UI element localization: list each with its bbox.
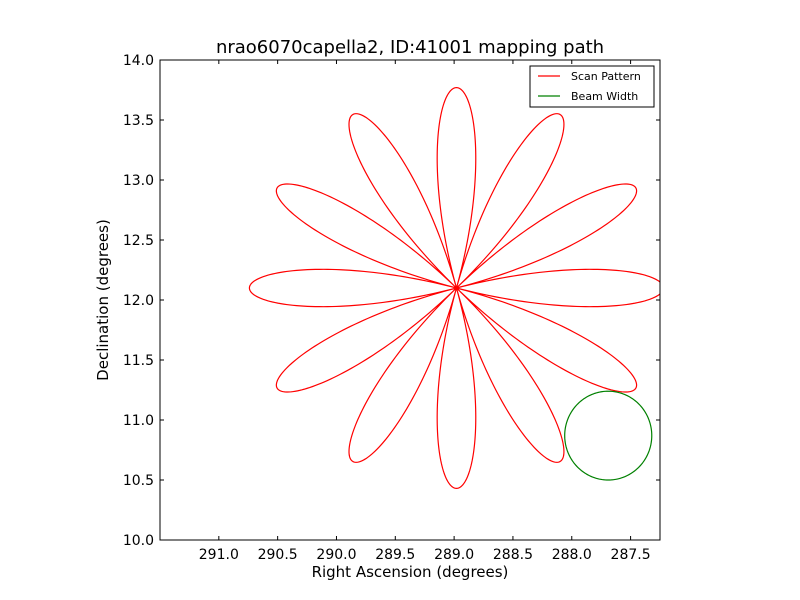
x-tick-label: 287.5 xyxy=(611,547,651,563)
y-axis-ticks: 10.0 10.5 11.0 11.5 12.0 12.5 13.0 13.5 14.0 xyxy=(123,53,660,549)
y-tick-label: 10.0 xyxy=(123,533,154,549)
x-tick-label: 290.5 xyxy=(258,547,298,563)
legend-box xyxy=(529,65,655,108)
y-tick-label: 11.5 xyxy=(123,353,154,369)
y-tick-label: 12.0 xyxy=(123,293,154,309)
chart-title: nrao6070capella2, ID:41001 mapping path xyxy=(216,37,604,58)
y-tick-label: 13.0 xyxy=(123,173,154,189)
x-tick-label: 289.0 xyxy=(434,547,474,563)
legend-label-scan-pattern: Scan Pattern xyxy=(571,70,641,83)
x-axis-ticks: 291.0 290.5 290.0 289.5 289.0 288.5 288.0 287.5 xyxy=(199,60,651,563)
legend-label-beam-width: Beam Width xyxy=(571,90,638,103)
y-tick-label: 14.0 xyxy=(123,53,154,69)
x-tick-label: 290.0 xyxy=(316,547,356,563)
x-tick-label: 291.0 xyxy=(199,547,239,563)
y-tick-label: 13.5 xyxy=(123,113,154,129)
series-line-beam-width xyxy=(564,390,653,481)
y-tick-label: 12.5 xyxy=(123,233,154,249)
x-tick-label: 289.5 xyxy=(375,547,415,563)
legend: Scan Pattern Beam Width xyxy=(529,65,655,108)
x-axis-label: Right Ascension (degrees) xyxy=(312,563,509,581)
x-tick-label: 288.0 xyxy=(552,547,592,563)
plot-area xyxy=(160,60,660,540)
x-tick-label: 288.5 xyxy=(493,547,533,563)
y-axis-label: Declination (degrees) xyxy=(94,219,112,381)
y-tick-label: 10.5 xyxy=(123,473,154,489)
series-line-scan-pattern xyxy=(248,86,660,489)
y-tick-label: 11.0 xyxy=(123,413,154,429)
series-layer xyxy=(248,86,660,489)
